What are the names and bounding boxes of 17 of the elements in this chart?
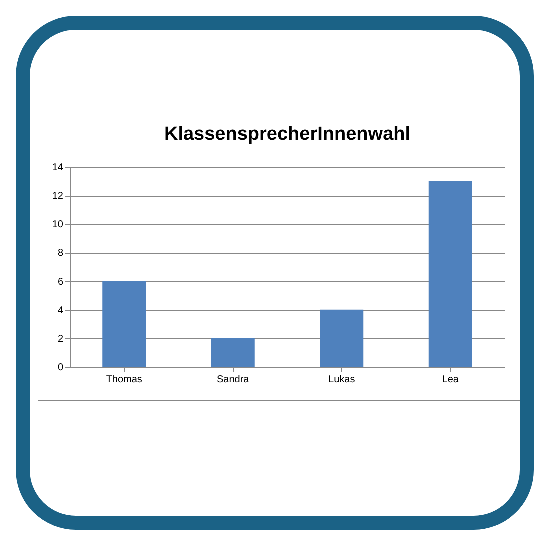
x-tick-label: Sandra: [217, 374, 250, 386]
y-tick-label: 10: [52, 220, 64, 231]
bar: [320, 310, 364, 367]
x-tick-label: Thomas: [106, 374, 142, 386]
y-tick-label: 8: [58, 248, 64, 260]
y-tick-label: 4: [58, 305, 64, 316]
x-tick-label: Lea: [442, 374, 460, 386]
bar: [211, 338, 255, 367]
x-tick-label: Lukas: [328, 374, 356, 386]
chart-title: KlassensprecherInnenwahl: [164, 124, 411, 145]
bar: [428, 181, 472, 367]
y-tick-label: 12: [52, 191, 64, 202]
bar: [102, 281, 146, 367]
y-tick-label: 2: [58, 334, 64, 345]
y-tick-label: 0: [58, 362, 64, 374]
y-tick-label: 14: [52, 162, 64, 174]
y-tick-label: 6: [58, 276, 64, 288]
